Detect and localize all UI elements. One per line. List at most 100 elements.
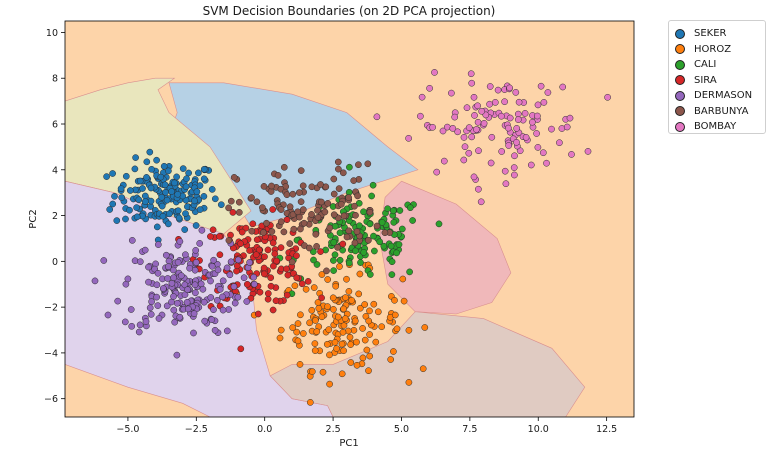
point-bombay — [486, 83, 494, 90]
point-barbunya — [335, 185, 343, 192]
point-dermason — [219, 306, 227, 314]
point-seker — [174, 190, 182, 198]
point-barbunya — [354, 192, 361, 200]
point-seker — [148, 165, 155, 173]
point-sira — [216, 233, 223, 240]
legend-label: HOROZ — [694, 43, 732, 55]
point-bombay — [498, 112, 505, 120]
legend-marker — [675, 106, 685, 117]
point-sira — [264, 295, 272, 303]
point-seker — [174, 207, 182, 215]
point-bombay — [506, 114, 514, 122]
point-barbunya — [321, 208, 329, 216]
point-horoz — [363, 346, 371, 354]
point-barbunya — [299, 206, 307, 213]
point-horoz — [347, 359, 355, 366]
point-barbunya — [330, 211, 338, 219]
point-barbunya — [280, 228, 288, 236]
point-dermason — [183, 299, 191, 306]
point-barbunya — [286, 203, 294, 211]
point-dermason — [234, 293, 242, 301]
y-tick-label: 6 — [52, 120, 58, 131]
point-sira — [298, 280, 306, 288]
legend: SEKER HOROZ CALI SIRA DERMASON BARBUNYA BOMBAY — [668, 20, 766, 134]
point-horoz — [325, 326, 333, 333]
point-dermason — [184, 286, 191, 294]
point-horoz — [355, 290, 363, 298]
point-dermason — [141, 246, 149, 254]
point-dermason — [100, 257, 108, 264]
point-barbunya — [235, 209, 243, 216]
point-cali — [345, 259, 353, 267]
point-bombay — [534, 144, 542, 151]
x-tick-label: 7.5 — [462, 424, 477, 435]
point-bombay — [433, 168, 441, 176]
point-horoz — [291, 282, 299, 290]
point-horoz — [405, 326, 413, 334]
point-cali — [330, 267, 337, 274]
y-tick-label: −6 — [44, 394, 58, 405]
point-bombay — [513, 138, 520, 146]
point-bombay — [548, 125, 555, 133]
point-horoz — [333, 345, 340, 352]
point-bombay — [486, 100, 493, 108]
point-horoz — [334, 313, 342, 321]
point-seker — [126, 187, 134, 194]
point-barbunya — [299, 182, 307, 190]
point-bombay — [417, 112, 424, 120]
point-seker — [171, 179, 178, 187]
point-bombay — [491, 99, 499, 106]
point-cali — [336, 229, 344, 237]
point-barbunya — [313, 243, 320, 250]
point-seker — [166, 210, 173, 218]
point-sira — [253, 236, 261, 244]
point-horoz — [393, 325, 401, 333]
y-tick-label: 8 — [52, 74, 58, 85]
series-seker — [103, 148, 225, 244]
point-barbunya — [283, 191, 291, 199]
point-seker — [217, 201, 225, 209]
point-dermason — [219, 277, 227, 285]
point-cali — [336, 256, 344, 264]
point-seker — [200, 165, 208, 173]
point-sira — [318, 294, 325, 302]
point-sira — [252, 251, 260, 259]
point-cali — [389, 207, 397, 215]
point-seker — [183, 175, 190, 183]
point-horoz — [353, 338, 360, 346]
point-cali — [331, 222, 339, 230]
point-cali — [396, 207, 404, 214]
point-barbunya — [373, 222, 381, 230]
point-bombay — [568, 151, 575, 158]
point-dermason — [186, 264, 193, 272]
point-sira — [284, 271, 292, 279]
point-barbunya — [248, 194, 255, 201]
point-sira — [283, 265, 290, 273]
point-barbunya — [248, 227, 256, 235]
point-barbunya — [268, 182, 275, 190]
point-dermason — [210, 256, 217, 264]
point-bombay — [511, 152, 518, 160]
point-barbunya — [277, 206, 285, 213]
point-seker — [109, 200, 117, 208]
point-bombay — [405, 134, 412, 142]
point-bombay — [431, 69, 438, 76]
point-horoz — [336, 263, 343, 270]
point-barbunya — [253, 198, 261, 206]
point-horoz — [348, 297, 356, 304]
point-dermason — [251, 280, 258, 288]
legend-label: DERMASON — [694, 90, 753, 102]
x-tick-label: 0.0 — [257, 424, 272, 435]
point-cali — [398, 225, 406, 233]
point-barbunya — [353, 228, 361, 235]
point-seker — [146, 148, 154, 156]
point-horoz — [329, 294, 337, 302]
point-seker — [103, 173, 110, 180]
point-seker — [141, 192, 149, 200]
point-barbunya — [345, 227, 353, 235]
point-horoz — [359, 354, 367, 362]
point-dermason — [170, 274, 178, 282]
point-seker — [122, 172, 130, 180]
point-sira — [304, 278, 312, 285]
point-horoz — [346, 333, 354, 341]
